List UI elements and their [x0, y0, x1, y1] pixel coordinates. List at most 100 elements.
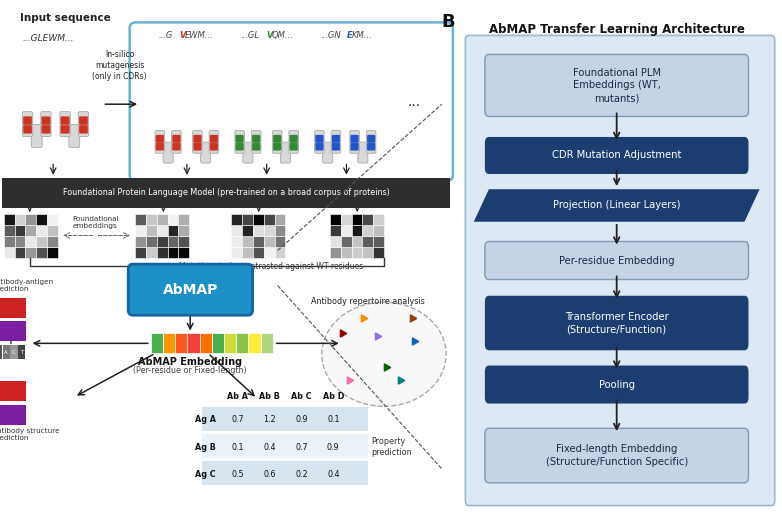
FancyBboxPatch shape [235, 131, 245, 153]
Text: Foundational Protein Language Model (pre-trained on a broad corpus of proteins): Foundational Protein Language Model (pre… [63, 188, 390, 197]
Bar [175, 333, 188, 353]
Bar [264, 214, 274, 225]
Bar [167, 247, 178, 258]
Bar [146, 235, 157, 247]
Ellipse shape [322, 302, 446, 406]
Bar [330, 235, 341, 247]
Text: Antibody repertoire analysis: Antibody repertoire analysis [310, 297, 425, 306]
FancyBboxPatch shape [130, 22, 453, 181]
Bar [4, 235, 15, 247]
Bar [135, 247, 146, 258]
FancyBboxPatch shape [315, 135, 324, 143]
Bar [151, 333, 163, 353]
Bar [178, 247, 189, 258]
FancyBboxPatch shape [289, 135, 298, 143]
Text: QM...: QM... [272, 31, 293, 40]
FancyBboxPatch shape [23, 117, 32, 125]
Bar [36, 235, 47, 247]
Bar [4, 247, 15, 258]
FancyBboxPatch shape [156, 135, 164, 143]
Text: V: V [267, 31, 273, 40]
FancyBboxPatch shape [210, 143, 218, 151]
Text: tigen: tigen [0, 329, 12, 334]
Text: Pooling: Pooling [599, 379, 635, 390]
Bar [26, 225, 36, 235]
Polygon shape [474, 189, 759, 222]
FancyBboxPatch shape [350, 143, 359, 151]
FancyBboxPatch shape [41, 111, 51, 137]
FancyBboxPatch shape [358, 142, 368, 163]
Bar [19, 345, 26, 359]
Text: 0.1: 0.1 [327, 415, 339, 425]
Text: ...GN: ...GN [321, 31, 341, 40]
FancyBboxPatch shape [171, 131, 181, 153]
Text: V: V [179, 31, 186, 40]
Text: Fixed-length Embedding
(Structure/Function Specific): Fixed-length Embedding (Structure/Functi… [546, 444, 688, 467]
Text: KM...: KM... [352, 31, 372, 40]
FancyBboxPatch shape [193, 143, 202, 151]
Bar [373, 247, 384, 258]
Bar [15, 247, 26, 258]
Text: body: body [0, 389, 12, 394]
FancyBboxPatch shape [79, 125, 88, 133]
Bar [0, 345, 2, 359]
FancyBboxPatch shape [332, 143, 340, 151]
FancyBboxPatch shape [323, 142, 332, 163]
Bar [330, 214, 341, 225]
Text: Ab B: Ab B [259, 392, 280, 401]
FancyBboxPatch shape [23, 125, 32, 133]
Bar [178, 235, 189, 247]
Bar [36, 225, 47, 235]
FancyBboxPatch shape [0, 381, 26, 401]
Bar [242, 225, 253, 235]
FancyBboxPatch shape [252, 143, 260, 151]
Text: 1.2: 1.2 [264, 415, 276, 425]
FancyBboxPatch shape [350, 131, 360, 153]
Bar [260, 333, 273, 353]
FancyBboxPatch shape [252, 135, 260, 143]
FancyBboxPatch shape [485, 296, 748, 350]
Text: T: T [20, 350, 23, 355]
Bar [242, 235, 253, 247]
FancyBboxPatch shape [235, 143, 244, 151]
FancyBboxPatch shape [485, 137, 748, 174]
FancyBboxPatch shape [273, 135, 282, 143]
Bar [253, 225, 264, 235]
Text: AbMAP Embedding: AbMAP Embedding [138, 357, 242, 367]
Bar [264, 225, 274, 235]
Bar [341, 225, 352, 235]
FancyBboxPatch shape [61, 117, 70, 125]
Bar [15, 225, 26, 235]
Text: Antibody structure
prediction: Antibody structure prediction [0, 428, 59, 441]
FancyBboxPatch shape [281, 142, 290, 163]
Bar [231, 235, 242, 247]
Text: 0.4: 0.4 [264, 442, 276, 452]
FancyBboxPatch shape [128, 264, 253, 315]
Bar [253, 214, 264, 225]
Bar [362, 247, 373, 258]
Bar [203, 461, 368, 485]
Bar [352, 247, 362, 258]
FancyBboxPatch shape [210, 135, 218, 143]
Bar [157, 225, 167, 235]
Bar [178, 214, 189, 225]
Bar [146, 225, 157, 235]
Bar [203, 407, 368, 431]
Bar [362, 235, 373, 247]
Bar [249, 333, 260, 353]
Bar [135, 225, 146, 235]
Text: Property
prediction: Property prediction [371, 437, 412, 457]
FancyBboxPatch shape [366, 131, 376, 153]
Bar [146, 214, 157, 225]
Bar [203, 434, 368, 458]
FancyBboxPatch shape [79, 117, 88, 125]
FancyBboxPatch shape [485, 54, 748, 117]
Text: tigen: tigen [0, 412, 12, 417]
Bar [135, 235, 146, 247]
Text: AbMAP Transfer Learning Architecture: AbMAP Transfer Learning Architecture [489, 23, 744, 36]
Text: AbMAP: AbMAP [163, 283, 218, 296]
FancyBboxPatch shape [60, 111, 70, 137]
Bar [36, 247, 47, 258]
Text: Antibody-antigen
prediction: Antibody-antigen prediction [0, 279, 54, 292]
FancyBboxPatch shape [367, 135, 375, 143]
